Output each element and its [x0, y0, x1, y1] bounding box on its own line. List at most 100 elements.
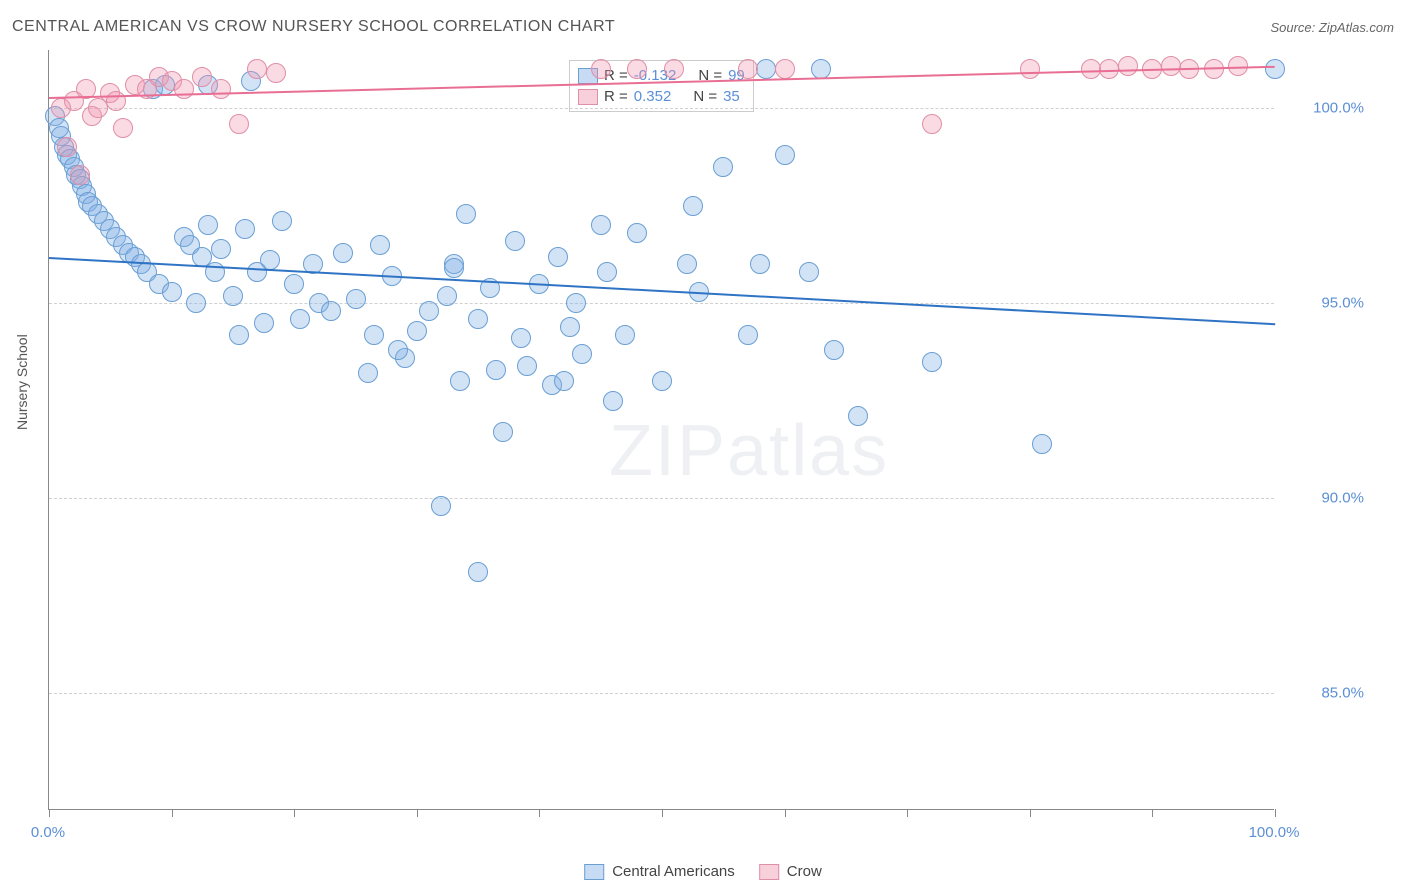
- data-point-blue: [738, 325, 758, 345]
- data-point-blue: [235, 219, 255, 239]
- source-prefix: Source:: [1270, 20, 1318, 35]
- data-point-pink: [192, 67, 212, 87]
- x-tick: [1030, 809, 1031, 817]
- data-point-pink: [229, 114, 249, 134]
- x-tick: [1152, 809, 1153, 817]
- legend-label-pink: Crow: [787, 863, 822, 880]
- y-tick-label: 100.0%: [1313, 100, 1364, 117]
- series-legend: Central Americans Crow: [584, 863, 822, 880]
- data-point-blue: [198, 215, 218, 235]
- x-tick-label: 100.0%: [1249, 824, 1300, 841]
- data-point-blue: [333, 243, 353, 263]
- gridline-horizontal: [49, 498, 1274, 499]
- data-point-blue: [419, 301, 439, 321]
- data-point-blue: [431, 496, 451, 516]
- data-point-blue: [290, 309, 310, 329]
- data-point-blue: [750, 254, 770, 274]
- chart-plot-area: ZIPatlas R = -0.132 N = 99 R = 0.352 N =…: [48, 50, 1274, 810]
- data-point-blue: [284, 274, 304, 294]
- legend-item-blue: Central Americans: [584, 863, 735, 880]
- data-point-blue: [272, 211, 292, 231]
- data-point-blue: [572, 344, 592, 364]
- correlation-row-pink: R = 0.352 N = 35: [578, 86, 745, 107]
- data-point-blue: [511, 328, 531, 348]
- data-point-pink: [70, 165, 90, 185]
- data-point-blue: [321, 301, 341, 321]
- legend-label-blue: Central Americans: [612, 863, 735, 880]
- x-tick: [907, 809, 908, 817]
- data-point-blue: [260, 250, 280, 270]
- r-value-pink: 0.352: [634, 88, 672, 105]
- gridline-horizontal: [49, 108, 1274, 109]
- x-tick: [1275, 809, 1276, 817]
- x-tick: [172, 809, 173, 817]
- data-point-blue: [186, 293, 206, 313]
- data-point-pink: [106, 91, 126, 111]
- data-point-pink: [266, 63, 286, 83]
- data-point-pink: [174, 79, 194, 99]
- data-point-blue: [437, 286, 457, 306]
- data-point-pink: [775, 59, 795, 79]
- data-point-blue: [560, 317, 580, 337]
- swatch-blue-icon: [584, 864, 604, 880]
- data-point-blue: [346, 289, 366, 309]
- data-point-blue: [358, 363, 378, 383]
- data-point-blue: [505, 231, 525, 251]
- data-point-pink: [1118, 56, 1138, 76]
- data-point-pink: [1020, 59, 1040, 79]
- data-point-blue: [211, 239, 231, 259]
- x-tick-label: 0.0%: [31, 824, 65, 841]
- data-point-pink: [211, 79, 231, 99]
- data-point-blue: [370, 235, 390, 255]
- data-point-blue: [615, 325, 635, 345]
- data-point-blue: [548, 247, 568, 267]
- swatch-pink-icon: [578, 89, 598, 105]
- data-point-blue: [444, 258, 464, 278]
- data-point-blue: [683, 196, 703, 216]
- data-point-blue: [713, 157, 733, 177]
- data-point-blue: [364, 325, 384, 345]
- data-point-blue: [922, 352, 942, 372]
- data-point-blue: [603, 391, 623, 411]
- watermark-zip: ZIP: [609, 411, 727, 491]
- data-point-pink: [664, 59, 684, 79]
- r-label: R =: [604, 88, 628, 105]
- data-point-blue: [388, 340, 408, 360]
- data-point-blue: [824, 340, 844, 360]
- data-point-blue: [493, 422, 513, 442]
- data-point-blue: [1032, 434, 1052, 454]
- x-tick: [294, 809, 295, 817]
- data-point-pink: [738, 59, 758, 79]
- data-point-pink: [627, 59, 647, 79]
- data-point-blue: [468, 562, 488, 582]
- data-point-blue: [223, 286, 243, 306]
- chart-title: CENTRAL AMERICAN VS CROW NURSERY SCHOOL …: [12, 18, 615, 36]
- data-point-pink: [591, 59, 611, 79]
- data-point-blue: [1265, 59, 1285, 79]
- data-point-blue: [652, 371, 672, 391]
- chart-header: CENTRAL AMERICAN VS CROW NURSERY SCHOOL …: [12, 18, 1394, 36]
- data-point-blue: [591, 215, 611, 235]
- data-point-blue: [450, 371, 470, 391]
- data-point-blue: [486, 360, 506, 380]
- x-tick: [49, 809, 50, 817]
- data-point-blue: [456, 204, 476, 224]
- data-point-blue: [517, 356, 537, 376]
- n-label: N =: [693, 88, 717, 105]
- data-point-pink: [113, 118, 133, 138]
- data-point-blue: [756, 59, 776, 79]
- swatch-pink-icon: [759, 864, 779, 880]
- data-point-blue: [799, 262, 819, 282]
- data-point-blue: [627, 223, 647, 243]
- data-point-blue: [566, 293, 586, 313]
- data-point-pink: [922, 114, 942, 134]
- source-name: ZipAtlas.com: [1319, 20, 1394, 35]
- y-tick-label: 95.0%: [1321, 295, 1364, 312]
- data-point-blue: [254, 313, 274, 333]
- n-value-pink: 35: [723, 88, 740, 105]
- y-tick-label: 85.0%: [1321, 685, 1364, 702]
- x-tick: [785, 809, 786, 817]
- data-point-blue: [162, 282, 182, 302]
- data-point-pink: [57, 137, 77, 157]
- gridline-horizontal: [49, 693, 1274, 694]
